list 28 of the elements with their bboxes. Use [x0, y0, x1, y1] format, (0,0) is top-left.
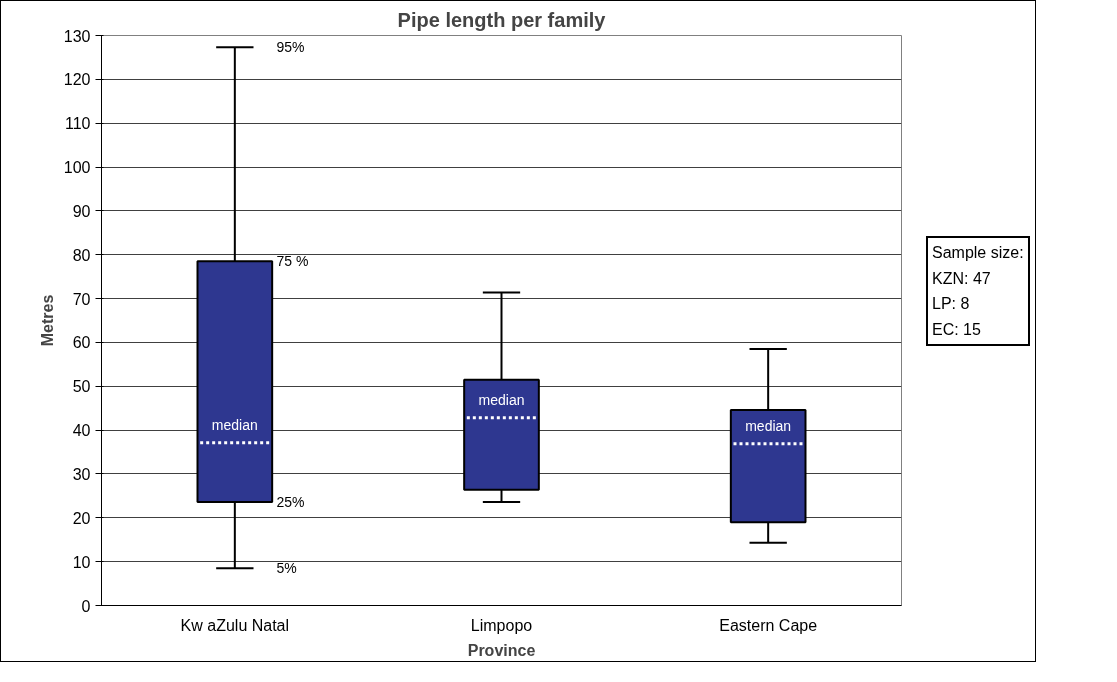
y-tick-label: 30: [72, 465, 91, 483]
y-axis-title: Metres: [38, 294, 56, 347]
text: Sample size: KZN: 47 LP: 8 EC: 15: [932, 243, 1024, 340]
y-tick-label: 100: [63, 159, 91, 177]
x-tick-label: Kw aZulu Natal: [180, 616, 290, 634]
annotation: median: [211, 416, 258, 433]
y-tick-label: 110: [64, 115, 91, 133]
y-tick-label: 60: [72, 334, 91, 352]
y-tick-label: 70: [72, 290, 91, 308]
x-tick-label: Limpopo: [470, 616, 533, 634]
y-tick-label: 120: [63, 71, 91, 89]
annotation: median: [478, 391, 525, 408]
annotation: median: [745, 417, 792, 434]
y-tick-label: 20: [72, 509, 91, 527]
y-tick-label: 10: [72, 553, 91, 571]
x-tick-label: Eastern Cape: [719, 616, 818, 634]
annotation: 75 %: [276, 253, 309, 270]
y-tick-label: 0: [81, 597, 91, 615]
chart-title: Pipe length per family: [397, 8, 607, 31]
y-tick-label: 50: [72, 378, 91, 396]
annotation: 25%: [276, 494, 305, 511]
x-axis-title: Province: [467, 641, 536, 659]
annotation: 5%: [276, 560, 297, 577]
y-tick-label: 130: [63, 27, 91, 45]
y-tick-label: 90: [72, 202, 91, 220]
annotation: 95%: [276, 39, 305, 56]
y-tick-label: 40: [72, 422, 91, 440]
y-tick-label: 80: [72, 246, 91, 264]
